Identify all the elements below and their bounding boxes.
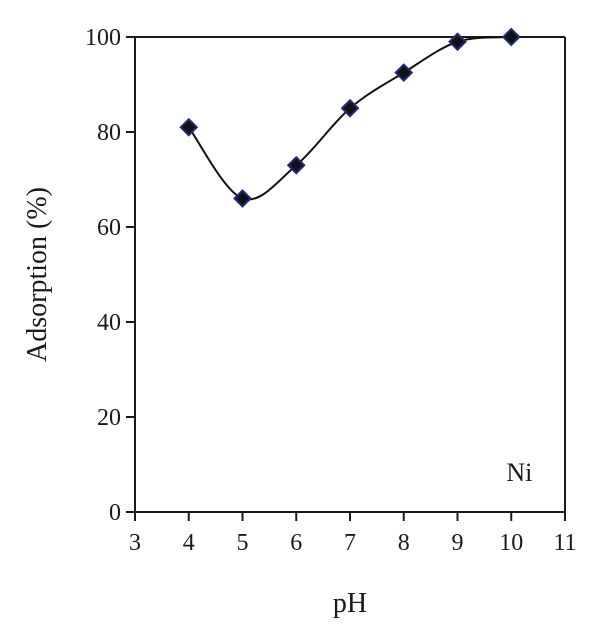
series-curve <box>187 36 512 201</box>
data-point-marker <box>286 155 306 175</box>
data-point-marker <box>233 189 252 208</box>
y-axis-label: Adsorption (%) <box>22 187 53 362</box>
x-tick-label: 6 <box>290 530 302 556</box>
x-tick-label: 5 <box>237 530 249 556</box>
y-tick-label: 60 <box>97 215 121 241</box>
data-point-marker <box>179 117 199 137</box>
y-tick-label: 80 <box>97 120 121 146</box>
y-tick-label: 20 <box>97 405 121 431</box>
x-tick-label: 9 <box>452 530 464 556</box>
y-tick-label: 40 <box>97 310 121 336</box>
y-ticks: 0 20 40 60 80 100 <box>85 25 135 526</box>
data-point-marker <box>340 98 360 118</box>
y-tick-label: 0 <box>109 500 121 526</box>
y-tick-label: 100 <box>85 25 121 51</box>
x-tick-label: 10 <box>499 530 523 556</box>
plot-frame <box>134 36 566 513</box>
x-tick-label: 8 <box>398 530 410 556</box>
annotation-ni: Ni <box>506 458 532 487</box>
x-axis-label: pH <box>333 588 367 619</box>
x-tick-label: 11 <box>553 530 576 556</box>
x-tick-label: 7 <box>344 530 356 556</box>
data-point-marker <box>394 63 414 83</box>
data-point-marker <box>448 32 467 52</box>
x-ticks: 3 4 5 6 7 8 9 10 11 <box>129 512 577 556</box>
data-point-marker <box>501 27 521 47</box>
series-layer <box>179 27 521 208</box>
x-tick-label: 3 <box>129 530 141 556</box>
x-tick-label: 4 <box>183 530 195 556</box>
